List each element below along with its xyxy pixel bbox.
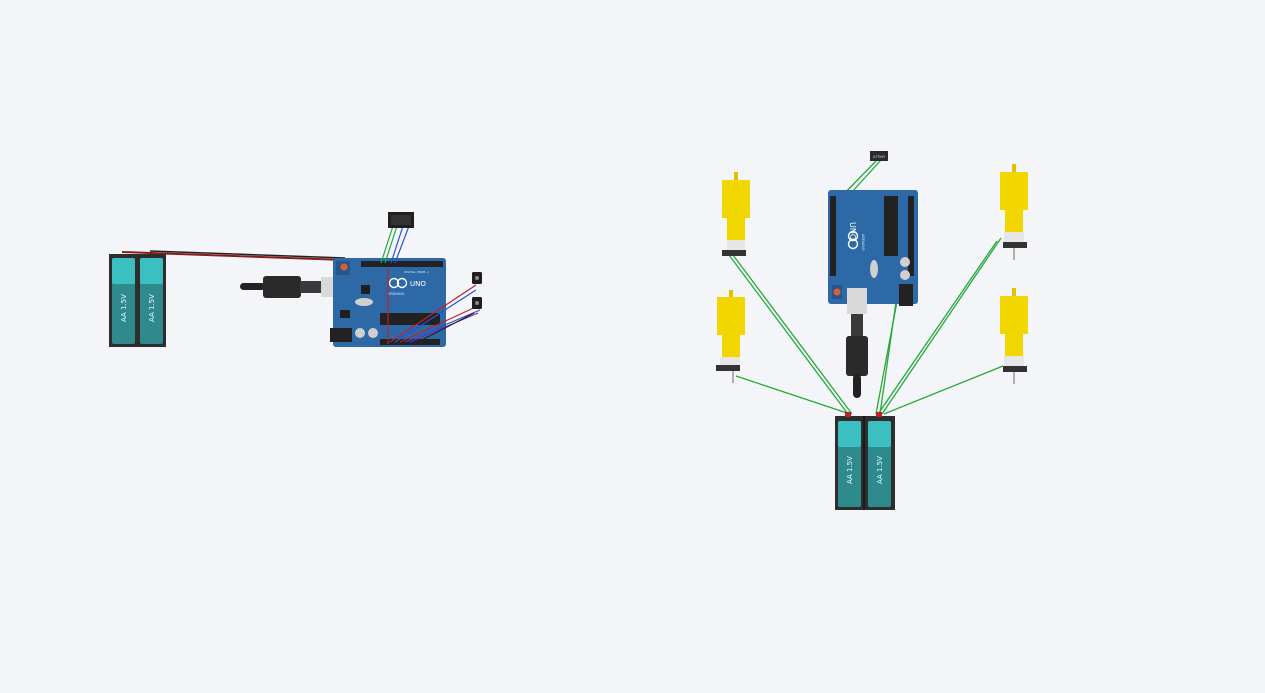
- battery-cell-label: AA 1.5V: [876, 456, 884, 484]
- reset-button[interactable]: [833, 288, 841, 296]
- usb-cable-left[interactable]: [240, 276, 349, 298]
- usb-cable-right[interactable]: [846, 288, 868, 398]
- battery-cell-label: AA 1.5V: [846, 456, 854, 484]
- board-brand-label: ARDUINO: [388, 292, 405, 296]
- sensor-2[interactable]: [472, 297, 482, 309]
- chip-label: ATTINY: [873, 155, 886, 159]
- board-wires-left[interactable]: [380, 225, 481, 344]
- left-circuit: AA 1.5V AA 1.5V: [109, 212, 482, 347]
- battery-pack-left[interactable]: AA 1.5V AA 1.5V: [109, 254, 166, 347]
- header-label: DIGITAL (PWM~): [404, 270, 429, 274]
- motor-top-right[interactable]: [1000, 164, 1028, 260]
- battery-cell: AA 1.5V: [838, 421, 861, 507]
- side-header-right: [908, 196, 914, 276]
- motor-top-left[interactable]: [722, 172, 750, 256]
- board-model-label: UNO: [848, 222, 857, 240]
- power-jack: [899, 284, 913, 306]
- power-jack: [330, 328, 352, 342]
- right-circuit: ATTINY UNO ARDUINO: [716, 151, 1028, 510]
- board-brand-label: ARDUINO: [861, 234, 865, 251]
- battery-cell: AA 1.5V: [112, 258, 135, 344]
- arduino-uno-right[interactable]: UNO ARDUINO: [828, 190, 918, 306]
- board-model-label: UNO: [410, 280, 426, 288]
- battery-cell: AA 1.5V: [140, 258, 163, 344]
- side-header-left: [830, 196, 836, 276]
- battery-cell-label: AA 1.5V: [148, 294, 156, 322]
- sensor-module[interactable]: [388, 212, 414, 228]
- microcontroller-chip: [884, 196, 898, 256]
- arduino-logo-icon: [847, 230, 859, 242]
- motor-bottom-right[interactable]: [1000, 288, 1028, 384]
- motor-bottom-left[interactable]: [716, 290, 745, 383]
- sensor-1[interactable]: [472, 272, 482, 284]
- battery-cell-label: AA 1.5V: [120, 294, 128, 322]
- battery-pack-right[interactable]: AA 1.5V AA 1.5V: [835, 412, 895, 510]
- battery-cell: AA 1.5V: [868, 421, 891, 507]
- battery-wire[interactable]: [121, 250, 346, 261]
- arduino-uno-left[interactable]: UNO ARDUINO DIGITAL (PWM~): [330, 258, 446, 347]
- digital-header: [361, 261, 443, 267]
- reset-button[interactable]: [340, 263, 348, 271]
- microcontroller-chip: [380, 313, 440, 325]
- arduino-logo-icon: [388, 277, 400, 289]
- attiny-chip[interactable]: ATTINY: [870, 151, 888, 161]
